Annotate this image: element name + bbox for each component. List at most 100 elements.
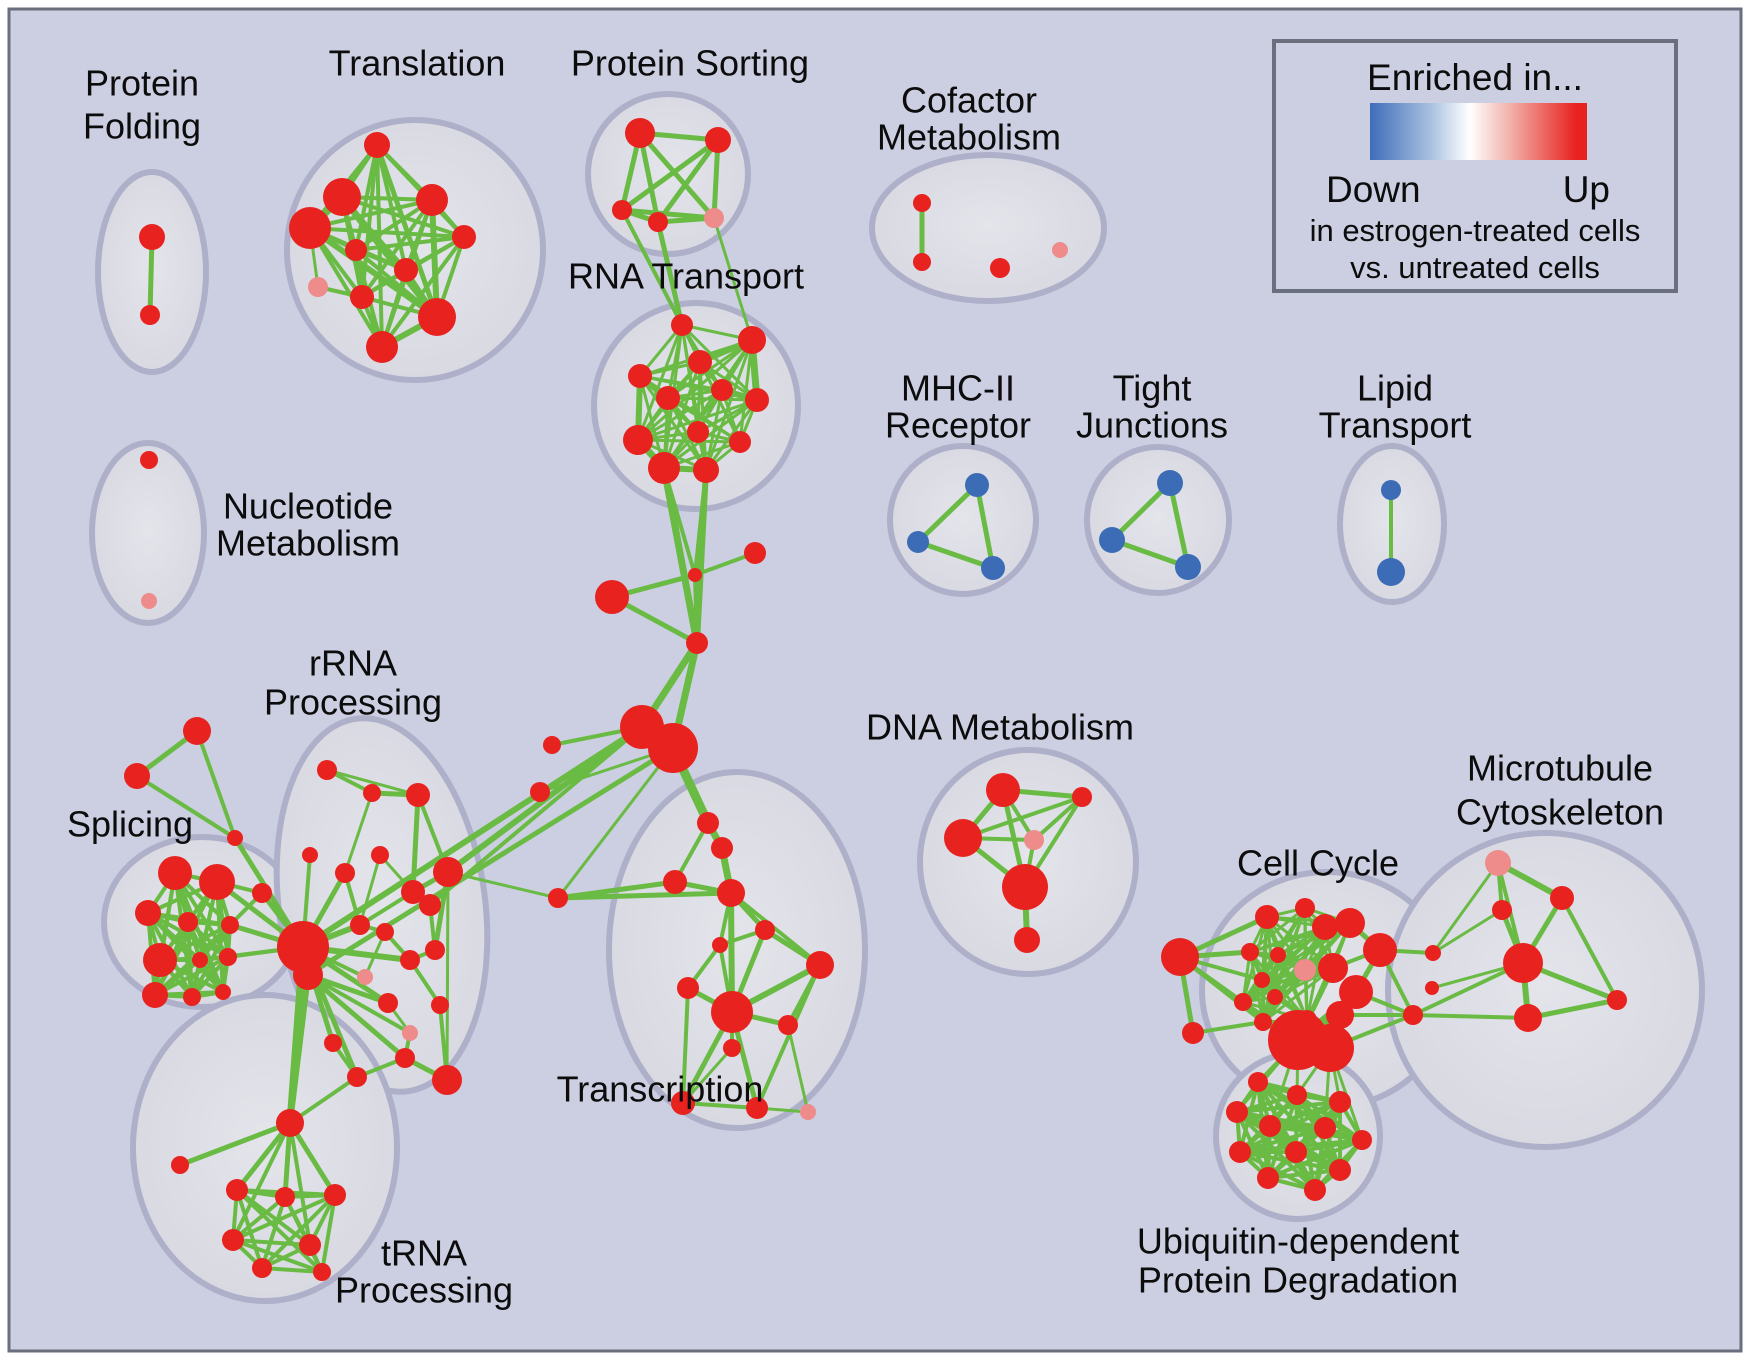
cluster-ellipse-nucleotide-metabolism — [89, 440, 207, 626]
cluster-label-nucleotide-metabolism: Nucleotide — [223, 486, 393, 527]
graph-node — [1318, 953, 1348, 983]
graph-edge — [380, 235, 466, 349]
graph-edge — [915, 539, 996, 571]
graph-node — [140, 305, 160, 325]
graph-node — [433, 857, 463, 887]
graph-node — [704, 208, 724, 228]
graph-node — [530, 782, 550, 802]
graph-edge — [306, 973, 412, 1035]
graph-node — [648, 452, 680, 484]
graph-edge — [288, 1121, 312, 1247]
graph-edge — [234, 1120, 293, 1193]
graph-node — [418, 298, 456, 336]
graph-edge — [620, 208, 684, 327]
graph-node — [1485, 850, 1511, 876]
cluster-label-microtubule-cytoskeleton: Microtubule — [1467, 748, 1653, 789]
graph-edge — [1248, 906, 1307, 954]
graph-node — [406, 783, 430, 807]
graph-node — [1425, 981, 1439, 995]
cluster-label-cofactor-metabolism: Cofactor — [901, 80, 1037, 121]
graph-node — [745, 388, 769, 412]
graph-node — [192, 952, 208, 968]
graph-node — [738, 326, 766, 354]
graph-node — [1270, 947, 1286, 963]
graph-edge — [1431, 908, 1504, 955]
graph-edge — [343, 791, 374, 875]
graph-edge — [915, 482, 980, 545]
graph-edge — [704, 398, 759, 472]
graph-edge — [374, 142, 440, 320]
cluster-label-cell-cycle: Cell Cycle — [1237, 843, 1399, 884]
graph-node — [199, 864, 235, 900]
graph-node — [712, 937, 728, 953]
graph-node — [347, 1067, 367, 1087]
graph-node — [648, 212, 668, 232]
graph-edge — [1235, 1110, 1270, 1180]
graph-edge — [1248, 950, 1309, 1022]
cluster-label-lipid-transport: Transport — [1319, 405, 1472, 446]
graph-node — [363, 784, 381, 802]
graph-node — [350, 915, 370, 935]
graph-edge — [231, 1238, 324, 1274]
graph-edge — [636, 323, 684, 442]
graph-edge — [755, 963, 822, 1110]
graph-edge — [711, 137, 721, 221]
graph-node — [671, 1091, 695, 1115]
graph-node — [345, 239, 367, 261]
graph-node — [677, 977, 699, 999]
graph-node — [1248, 1072, 1268, 1092]
cluster-ellipse-transcription — [606, 769, 868, 1131]
graph-node — [1377, 558, 1405, 586]
graph-edge — [1191, 1020, 1265, 1035]
graph-edge — [637, 130, 717, 221]
graph-edge — [307, 225, 440, 320]
graph-node — [293, 960, 323, 990]
graph-node — [1306, 1024, 1354, 1072]
graph-edge — [325, 768, 420, 797]
graph-node — [965, 473, 989, 497]
graph-node — [944, 819, 982, 857]
cluster-label-transcription: Transcription — [557, 1069, 764, 1110]
graph-node — [143, 943, 177, 977]
graph-node — [376, 923, 394, 941]
graph-edge — [712, 216, 754, 342]
graph-node — [394, 258, 418, 282]
cluster-ellipse-cofactor-metabolism — [869, 152, 1107, 304]
graph-node — [1329, 1091, 1351, 1113]
graph-edge — [190, 923, 232, 999]
graph-edge — [681, 1101, 759, 1110]
graph-edge — [231, 1121, 292, 1242]
graph-edge — [287, 1120, 338, 1198]
graph-edge — [1241, 925, 1327, 1004]
graph-node — [688, 568, 702, 582]
graph-node — [124, 763, 150, 789]
graph-edge — [195, 729, 237, 840]
cluster-label-tight-junctions: Tight — [1113, 368, 1192, 409]
graph-edge — [305, 972, 408, 1061]
graph-node — [1295, 898, 1315, 918]
graph-node — [416, 184, 448, 216]
graph-node — [171, 1156, 189, 1174]
graph-node — [400, 950, 420, 970]
graph-node — [1241, 943, 1259, 961]
graph-edge — [1167, 480, 1191, 570]
graph-node — [1503, 943, 1543, 983]
graph-node — [1363, 933, 1397, 967]
graph-edge — [786, 1023, 810, 1114]
graph-edge — [320, 1193, 337, 1274]
graph-node — [625, 118, 655, 148]
legend-caption-line1: in estrogen-treated cells — [1309, 213, 1641, 248]
graph-node — [1259, 1115, 1281, 1137]
graph-edge — [429, 197, 440, 320]
graph-node — [302, 847, 318, 863]
graph-node — [1312, 914, 1338, 940]
graph-node — [1072, 787, 1092, 807]
cluster-label-trna-processing: Processing — [335, 1270, 513, 1311]
graph-node — [313, 1263, 331, 1281]
cluster-ellipse-tight-junctions — [1084, 444, 1232, 596]
cluster-label-splicing: Splicing — [67, 804, 193, 845]
graph-node — [1014, 927, 1040, 953]
graph-node — [425, 940, 445, 960]
cluster-label-mhc-ii-receptor: Receptor — [885, 405, 1031, 446]
